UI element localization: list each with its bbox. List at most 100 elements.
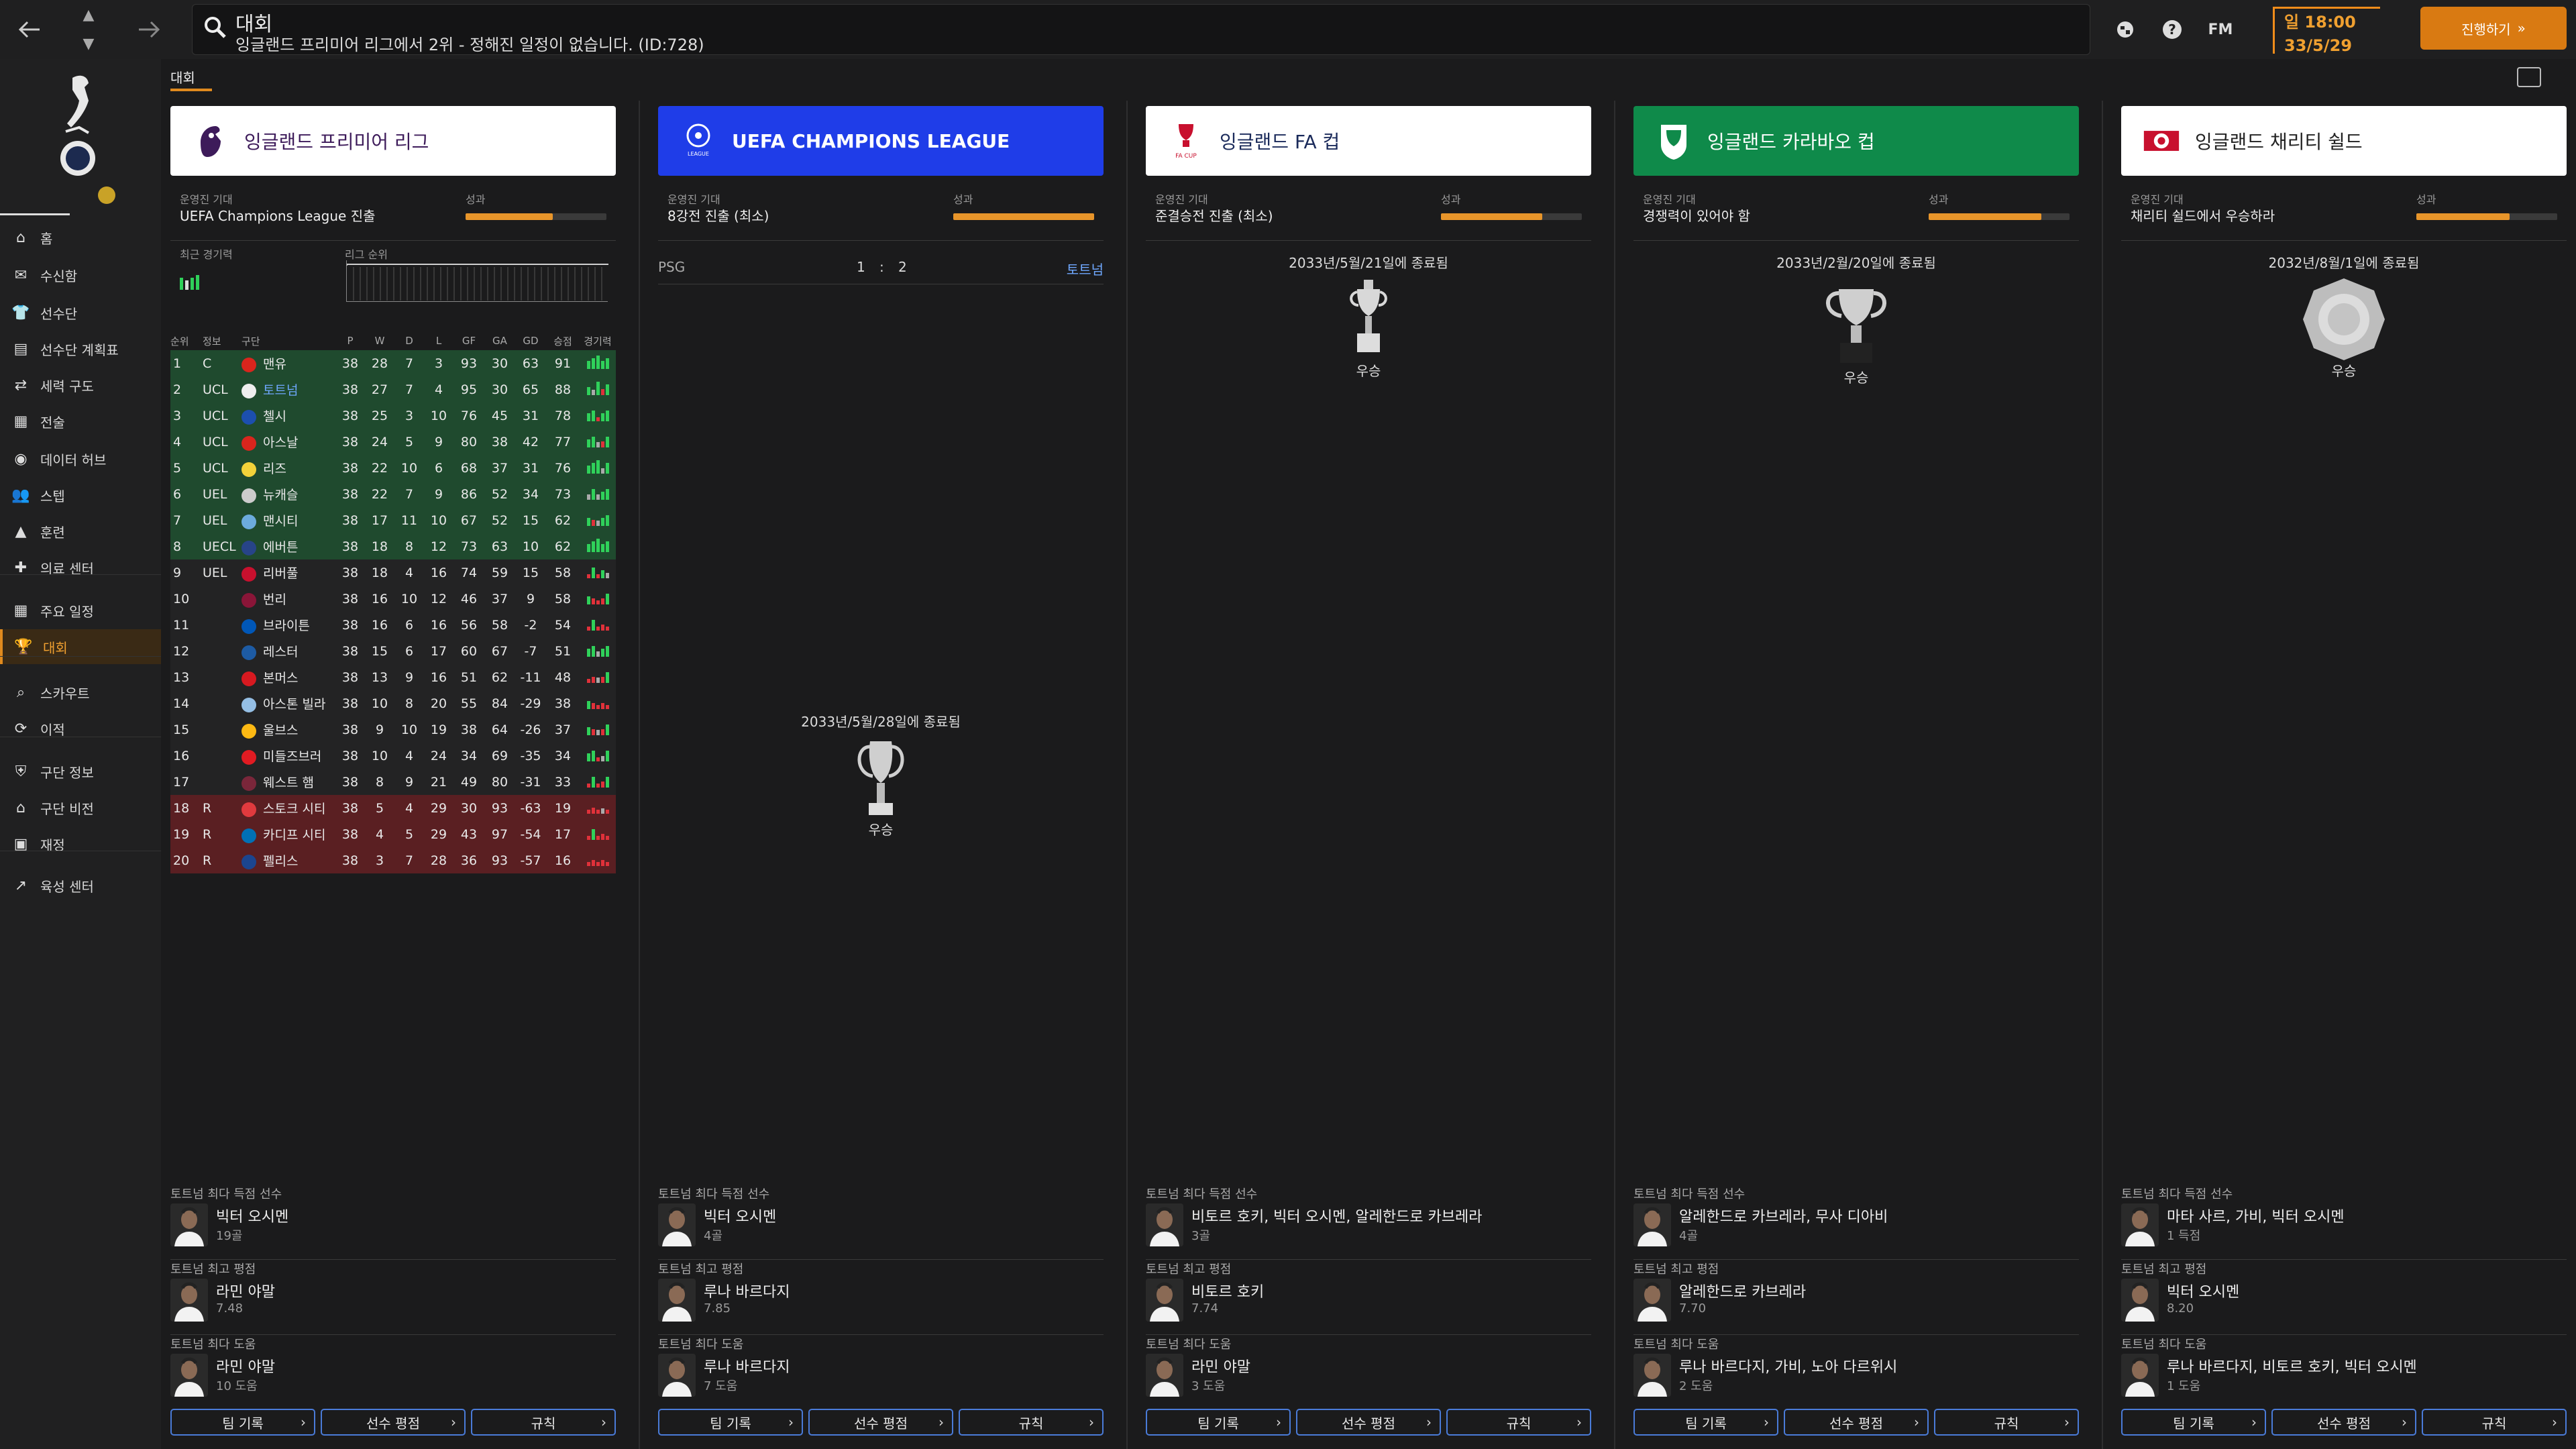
table-row[interactable]: 16 미들즈브러 38 10 4 24 34 69 -35 34: [170, 743, 616, 769]
up-icon[interactable]: ▲: [83, 7, 95, 23]
team-cell[interactable]: 브라이튼: [241, 612, 335, 638]
competition-column[interactable]: FA CUP 잉글랜드 FA 컵 운영진 기대 준결승전 진출 (최소) 성과 2033년…: [1146, 101, 1615, 1449]
competition-column[interactable]: LEAGUE UEFA CHAMPIONS LEAGUE 운영진 기대 8강전 진출 …: [658, 101, 1128, 1449]
table-row[interactable]: 2 UCL 토트넘 38 27 7 4 95 30 65 88: [170, 376, 616, 402]
tab-competitions[interactable]: 대회: [170, 70, 195, 86]
team-cell[interactable]: 뉴캐슬: [241, 481, 335, 507]
player-name[interactable]: 빅터 오시멘: [216, 1209, 289, 1226]
top-scorer-block[interactable]: 토트넘 최다 득점 선수 알레한드로 카브레라, 무사 디아비 4골: [1633, 1185, 2079, 1260]
rules-button[interactable]: 규칙 ›: [2422, 1409, 2567, 1436]
sidebar-item-transfer[interactable]: ⟳ 이적: [0, 711, 161, 746]
top-scorer-block[interactable]: 토트넘 최다 득점 선수 비토르 호키, 빅터 오시멘, 알레한드로 카브레라 3골: [1146, 1185, 1591, 1260]
team-cell[interactable]: 맨유: [241, 350, 335, 376]
sidebar-item-squad[interactable]: 👕 선수단: [0, 295, 161, 330]
top-rating-block[interactable]: 토트넘 최고 평점 비토르 호키 7.74: [1146, 1260, 1591, 1335]
player-name[interactable]: 비토르 호키: [1191, 1284, 1265, 1301]
sidebar-item-scout[interactable]: ⌕ 스카우트: [0, 675, 161, 710]
team-cell[interactable]: 아스톤 빌라: [241, 690, 335, 716]
top-assist-block[interactable]: 토트넘 최다 도움 루나 바르다지, 비토르 호키, 빅터 오시멘 1 도움: [2121, 1335, 2567, 1410]
table-row[interactable]: 5 UCL 리즈 38 22 10 6 68 37 31 76: [170, 455, 616, 481]
table-row[interactable]: 13 본머스 38 13 9 16 51 62 -11 48: [170, 664, 616, 690]
team-record-button[interactable]: 팀 기록 ›: [2121, 1409, 2266, 1436]
top-assist-block[interactable]: 토트넘 최다 도움 루나 바르다지, 가비, 노아 다르위시 2 도움: [1633, 1335, 2079, 1410]
team-record-button[interactable]: 팀 기록 ›: [1633, 1409, 1778, 1436]
team-cell[interactable]: 울브스: [241, 716, 335, 743]
sidebar-item-club-vision[interactable]: ⌂ 구단 비전: [0, 790, 161, 825]
competition-header[interactable]: FA CUP 잉글랜드 FA 컵: [1146, 106, 1591, 176]
team-record-button[interactable]: 팀 기록 ›: [658, 1409, 803, 1436]
table-row[interactable]: 12 레스터 38 15 6 17 60 67 -7 51: [170, 638, 616, 664]
player-name[interactable]: 빅터 오시멘: [2167, 1284, 2240, 1301]
rules-button[interactable]: 규칙 ›: [1446, 1409, 1591, 1436]
sidebar-item-staff[interactable]: 👥 스텝: [0, 478, 161, 513]
table-row[interactable]: 11 브라이튼 38 16 6 16 56 58 -2 54: [170, 612, 616, 638]
player-name[interactable]: 라민 야말: [1191, 1359, 1250, 1376]
table-row[interactable]: 6 UEL 뉴캐슬 38 22 7 9 86 52 34 73: [170, 481, 616, 507]
down-icon[interactable]: ▼: [83, 36, 95, 52]
player-name[interactable]: 라민 야말: [216, 1284, 275, 1301]
table-row[interactable]: 1 C 맨유 38 28 7 3 93 30 63 91: [170, 350, 616, 376]
continue-button[interactable]: 진행하기 »: [2420, 7, 2567, 50]
player-name[interactable]: 루나 바르다지: [704, 1284, 790, 1301]
table-row[interactable]: 4 UCL 아스날 38 24 5 9 80 38 42 77: [170, 429, 616, 455]
team-cell[interactable]: 첼시: [241, 402, 335, 429]
top-assist-block[interactable]: 토트넘 최다 도움 라민 야말 10 도움: [170, 1335, 616, 1410]
sidebar-item-tactics[interactable]: ▦ 전술: [0, 404, 161, 439]
team-cell[interactable]: 펠리스: [241, 847, 335, 873]
sidebar-item-planner[interactable]: ▤ 선수단 계획표: [0, 331, 161, 366]
table-row[interactable]: 8 UECL 에버튼 38 18 8 12 73 63 10 62: [170, 533, 616, 559]
table-row[interactable]: 9 UEL 리버풀 38 18 4 16 74 59 15 58: [170, 559, 616, 586]
table-row[interactable]: 3 UCL 첼시 38 25 3 10 76 45 31 78: [170, 402, 616, 429]
top-assist-block[interactable]: 토트넘 최다 도움 라민 야말 3 도움: [1146, 1335, 1591, 1410]
match-result[interactable]: PSG 1:2 토트넘: [658, 254, 1104, 284]
sidebar-item-data-hub[interactable]: ◉ 데이터 허브: [0, 441, 161, 476]
help-icon[interactable]: ?: [2159, 16, 2186, 43]
team-cell[interactable]: 아스날: [241, 429, 335, 455]
top-assist-block[interactable]: 토트넘 최다 도움 루나 바르다지 7 도움: [658, 1335, 1104, 1410]
competition-header[interactable]: 잉글랜드 카라바오 컵: [1633, 106, 2079, 176]
fm-label[interactable]: FM: [2208, 21, 2233, 38]
back-arrow-icon[interactable]: [8, 9, 51, 50]
team-cell[interactable]: 에버튼: [241, 533, 335, 559]
team-cell[interactable]: 번리: [241, 586, 335, 612]
player-rating-button[interactable]: 선수 평점 ›: [1784, 1409, 1929, 1436]
player-name[interactable]: 빅터 오시멘: [704, 1209, 777, 1226]
rules-button[interactable]: 규칙 ›: [1934, 1409, 2079, 1436]
competition-header[interactable]: 잉글랜드 채리티 쉴드: [2121, 106, 2567, 176]
player-rating-button[interactable]: 선수 평점 ›: [321, 1409, 466, 1436]
sidebar-item-trophy[interactable]: 🏆 대회: [0, 629, 161, 664]
table-row[interactable]: 20 R 펠리스 38 3 7 28 36 93 -57 16: [170, 847, 616, 873]
table-row[interactable]: 7 UEL 맨시티 38 17 11 10 67 52 15 62: [170, 507, 616, 533]
player-name[interactable]: 루나 바르다지, 비토르 호키, 빅터 오시멘: [2167, 1359, 2417, 1376]
team-record-button[interactable]: 팀 기록 ›: [1146, 1409, 1291, 1436]
sidebar-item-development[interactable]: ↗ 육성 센터: [0, 868, 161, 903]
competition-column[interactable]: 잉글랜드 카라바오 컵 운영진 기대 경쟁력이 있어야 함 성과 2033년/2월/20…: [1633, 101, 2103, 1449]
table-row[interactable]: 15 울브스 38 9 10 19 38 64 -26 37: [170, 716, 616, 743]
player-name[interactable]: 루나 바르다지: [704, 1359, 790, 1376]
team-cell[interactable]: 맨시티: [241, 507, 335, 533]
team-cell[interactable]: 카디프 시티: [241, 821, 335, 847]
globe-icon[interactable]: [2112, 16, 2139, 43]
top-rating-block[interactable]: 토트넘 최고 평점 라민 야말 7.48: [170, 1260, 616, 1335]
team-cell[interactable]: 레스터: [241, 638, 335, 664]
team-cell[interactable]: 토트넘: [241, 376, 335, 402]
player-name[interactable]: 알레한드로 카브레라: [1679, 1284, 1807, 1301]
sidebar-item-home[interactable]: ⌂ 홈: [0, 220, 161, 255]
search-bar[interactable]: 대회 잉글랜드 프리미어 리그에서 2위 - 정해진 일정이 없습니다. (ID…: [192, 4, 2090, 55]
player-rating-button[interactable]: 선수 평점 ›: [2271, 1409, 2416, 1436]
top-scorer-block[interactable]: 토트넘 최다 득점 선수 빅터 오시멘 4골: [658, 1185, 1104, 1260]
table-row[interactable]: 14 아스톤 빌라 38 10 8 20 55 84 -29 38: [170, 690, 616, 716]
player-name[interactable]: 비토르 호키, 빅터 오시멘, 알레한드로 카브레라: [1191, 1209, 1483, 1226]
top-rating-block[interactable]: 토트넘 최고 평점 빅터 오시멘 8.20: [2121, 1260, 2567, 1335]
team-cell[interactable]: 리즈: [241, 455, 335, 481]
top-rating-block[interactable]: 토트넘 최고 평점 루나 바르다지 7.85: [658, 1260, 1104, 1335]
team-record-button[interactable]: 팀 기록 ›: [170, 1409, 315, 1436]
team-cell[interactable]: 본머스: [241, 664, 335, 690]
sidebar-item-calendar[interactable]: ▦ 주요 일정: [0, 593, 161, 628]
top-scorer-block[interactable]: 토트넘 최다 득점 선수 빅터 오시멘 19골: [170, 1185, 616, 1260]
player-name[interactable]: 마타 사르, 가비, 빅터 오시멘: [2167, 1209, 2345, 1226]
top-rating-block[interactable]: 토트넘 최고 평점 알레한드로 카브레라 7.70: [1633, 1260, 2079, 1335]
table-row[interactable]: 17 웨스트 햄 38 8 9 21 49 80 -31 33: [170, 769, 616, 795]
forward-arrow-icon[interactable]: [127, 9, 170, 50]
player-rating-button[interactable]: 선수 평점 ›: [1296, 1409, 1441, 1436]
